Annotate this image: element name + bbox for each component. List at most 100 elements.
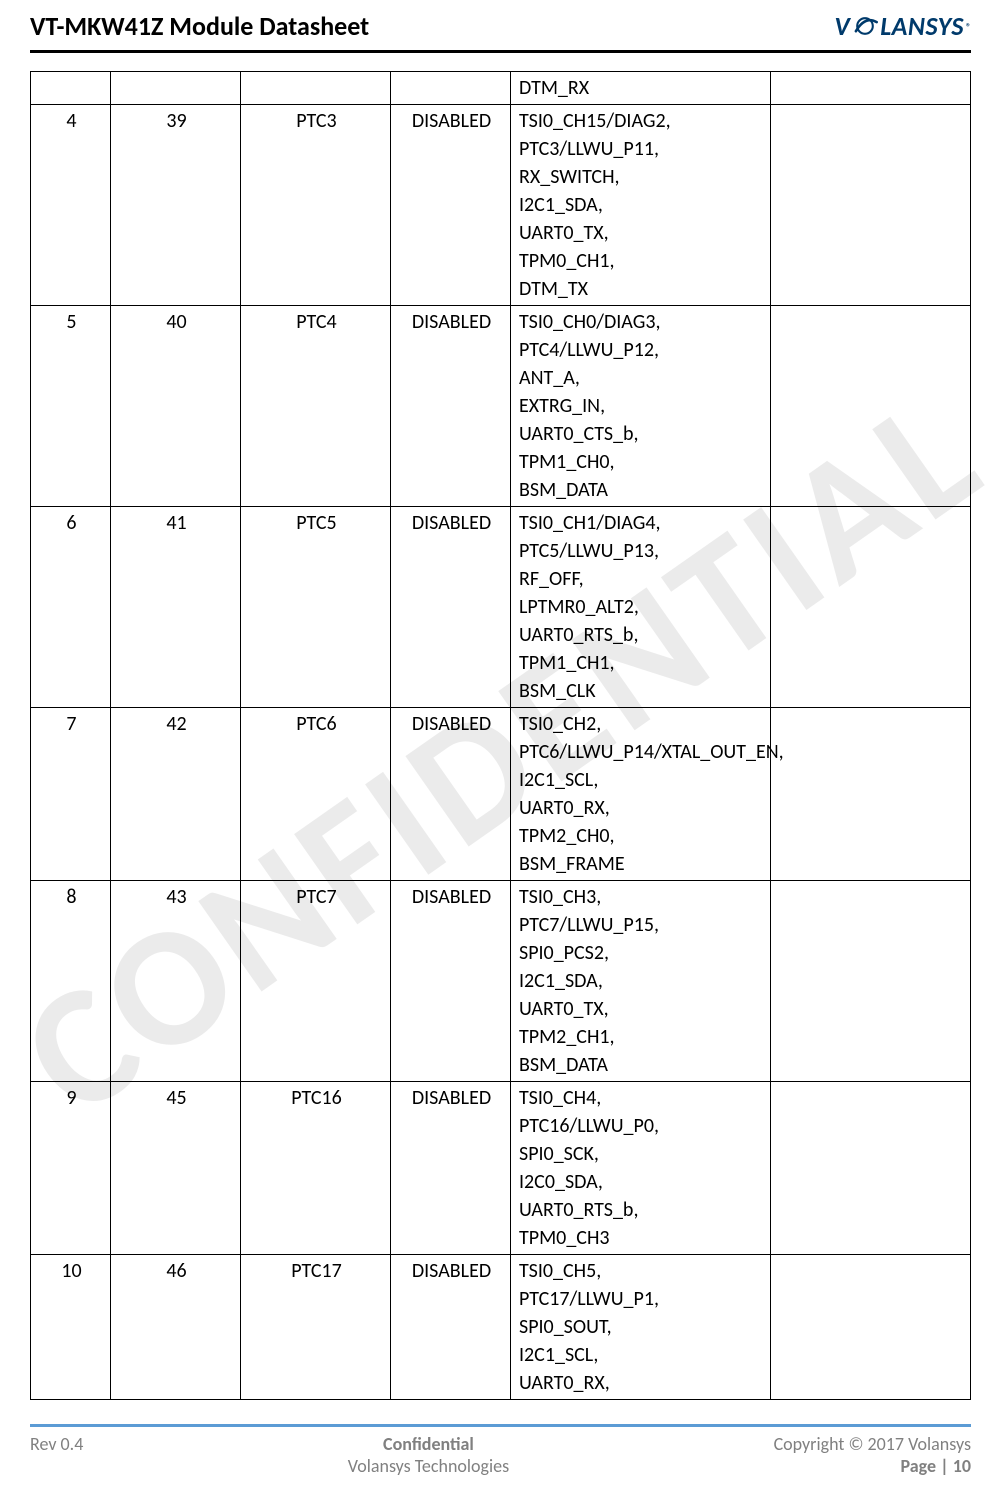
globe-swoosh-icon: [852, 13, 878, 39]
cell-line: TPM2_CH1,: [519, 1023, 764, 1051]
cell-line: TSI0_CH4,: [519, 1084, 764, 1112]
footer-company: Volansys Technologies: [348, 1455, 509, 1477]
cell-line: BSM_FRAME: [519, 850, 764, 878]
table-cell: 41: [111, 507, 241, 708]
table-row: 1046PTC17DISABLEDTSI0_CH5,PTC17/LLWU_P1,…: [31, 1255, 971, 1400]
document-title: VT-MKW41Z Module Datasheet: [30, 10, 369, 42]
cell-line: UART0_RX,: [519, 794, 764, 822]
table-cell: [111, 72, 241, 105]
cell-line: RF_OFF,: [519, 565, 764, 593]
cell-line: SPI0_SCK,: [519, 1140, 764, 1168]
cell-line: TPM0_CH3: [519, 1224, 764, 1252]
cell-line: PTC16/LLWU_P0,: [519, 1112, 764, 1140]
table-cell: DISABLED: [391, 1255, 511, 1400]
table-cell: DTM_RX: [511, 72, 771, 105]
table-cell: [771, 708, 971, 881]
table-cell: TSI0_CH5,PTC17/LLWU_P1,SPI0_SOUT,I2C1_SC…: [511, 1255, 771, 1400]
table-cell: 9: [31, 1082, 111, 1255]
table-cell: [771, 105, 971, 306]
table-cell: [391, 72, 511, 105]
table-cell: 42: [111, 708, 241, 881]
cell-line: PTC17/LLWU_P1,: [519, 1285, 764, 1313]
logo-text-right: LANSYS: [880, 10, 964, 42]
footer-right: Copyright © 2017 Volansys Page | 10: [774, 1433, 971, 1477]
table-cell: 43: [111, 881, 241, 1082]
cell-line: UART0_RTS_b,: [519, 1196, 764, 1224]
logo-text-left: V: [834, 10, 850, 42]
cell-line: SPI0_SOUT,: [519, 1313, 764, 1341]
cell-line: PTC5/LLWU_P13,: [519, 537, 764, 565]
table-cell: 45: [111, 1082, 241, 1255]
footer-rev: Rev 0.4: [30, 1433, 83, 1477]
table-cell: DISABLED: [391, 105, 511, 306]
cell-line: UART0_TX,: [519, 995, 764, 1023]
cell-line: PTC3/LLWU_P11,: [519, 135, 764, 163]
cell-line: BSM_DATA: [519, 1051, 764, 1079]
cell-line: PTC7/LLWU_P15,: [519, 911, 764, 939]
table-row: 439PTC3DISABLEDTSI0_CH15/DIAG2,PTC3/LLWU…: [31, 105, 971, 306]
table-cell: TSI0_CH2,PTC6/LLWU_P14/XTAL_OUT_EN,I2C1_…: [511, 708, 771, 881]
table-cell: 5: [31, 306, 111, 507]
table-cell: TSI0_CH4,PTC16/LLWU_P0,SPI0_SCK,I2C0_SDA…: [511, 1082, 771, 1255]
page-footer: Rev 0.4 Confidential Volansys Technologi…: [30, 1427, 971, 1487]
cell-line: I2C1_SCL,: [519, 1341, 764, 1369]
cell-line: SPI0_PCS2,: [519, 939, 764, 967]
company-logo: V LANSYS ®: [834, 10, 971, 42]
page-header: VT-MKW41Z Module Datasheet V LANSYS ®: [30, 0, 971, 53]
table-cell: PTC16: [241, 1082, 391, 1255]
table-cell: [771, 507, 971, 708]
cell-line: BSM_DATA: [519, 476, 764, 504]
table-row: 641PTC5DISABLEDTSI0_CH1/DIAG4,PTC5/LLWU_…: [31, 507, 971, 708]
cell-line: DTM_TX: [519, 275, 764, 303]
cell-line: PTC6/LLWU_P14/XTAL_OUT_EN,: [519, 738, 764, 766]
table-cell: PTC17: [241, 1255, 391, 1400]
cell-line: TSI0_CH1/DIAG4,: [519, 509, 764, 537]
cell-line: RX_SWITCH,: [519, 163, 764, 191]
table-cell: 8: [31, 881, 111, 1082]
table-cell: DISABLED: [391, 881, 511, 1082]
table-cell: DISABLED: [391, 1082, 511, 1255]
cell-line: UART0_RTS_b,: [519, 621, 764, 649]
table-cell: TSI0_CH1/DIAG4,PTC5/LLWU_P13,RF_OFF,LPTM…: [511, 507, 771, 708]
cell-line: UART0_RX,: [519, 1369, 764, 1397]
table-row: 945PTC16DISABLEDTSI0_CH4,PTC16/LLWU_P0,S…: [31, 1082, 971, 1255]
table-cell: 39: [111, 105, 241, 306]
cell-line: TSI0_CH3,: [519, 883, 764, 911]
table-row: 540PTC4DISABLEDTSI0_CH0/DIAG3,PTC4/LLWU_…: [31, 306, 971, 507]
table-cell: 7: [31, 708, 111, 881]
cell-line: UART0_CTS_b,: [519, 420, 764, 448]
table-cell: PTC6: [241, 708, 391, 881]
cell-line: TSI0_CH0/DIAG3,: [519, 308, 764, 336]
table-cell: 6: [31, 507, 111, 708]
footer-confidential: Confidential: [383, 1433, 474, 1455]
table-cell: PTC3: [241, 105, 391, 306]
table-cell: 10: [31, 1255, 111, 1400]
cell-line: BSM_CLK: [519, 677, 764, 705]
cell-line: PTC4/LLWU_P12,: [519, 336, 764, 364]
table-row: DTM_RX: [31, 72, 971, 105]
cell-line: TSI0_CH2,: [519, 710, 764, 738]
table-cell: [771, 1082, 971, 1255]
cell-line: TPM1_CH0,: [519, 448, 764, 476]
table-cell: [241, 72, 391, 105]
cell-line: EXTRG_IN,: [519, 392, 764, 420]
table-row: 742PTC6DISABLEDTSI0_CH2,PTC6/LLWU_P14/XT…: [31, 708, 971, 881]
cell-line: TPM2_CH0,: [519, 822, 764, 850]
table-cell: [31, 72, 111, 105]
cell-line: I2C1_SCL,: [519, 766, 764, 794]
footer-copyright: Copyright © 2017 Volansys: [774, 1433, 971, 1455]
cell-line: TSI0_CH5,: [519, 1257, 764, 1285]
table-cell: 46: [111, 1255, 241, 1400]
table-cell: 4: [31, 105, 111, 306]
table-cell: DISABLED: [391, 708, 511, 881]
footer-center: Confidential Volansys Technologies: [348, 1433, 509, 1477]
table-cell: TSI0_CH0/DIAG3,PTC4/LLWU_P12,ANT_A,EXTRG…: [511, 306, 771, 507]
table-cell: [771, 72, 971, 105]
table-cell: DISABLED: [391, 507, 511, 708]
table-cell: PTC7: [241, 881, 391, 1082]
table-cell: [771, 881, 971, 1082]
cell-line: DTM_RX: [519, 74, 764, 102]
cell-line: LPTMR0_ALT2,: [519, 593, 764, 621]
cell-line: ANT_A,: [519, 364, 764, 392]
table-cell: [771, 306, 971, 507]
